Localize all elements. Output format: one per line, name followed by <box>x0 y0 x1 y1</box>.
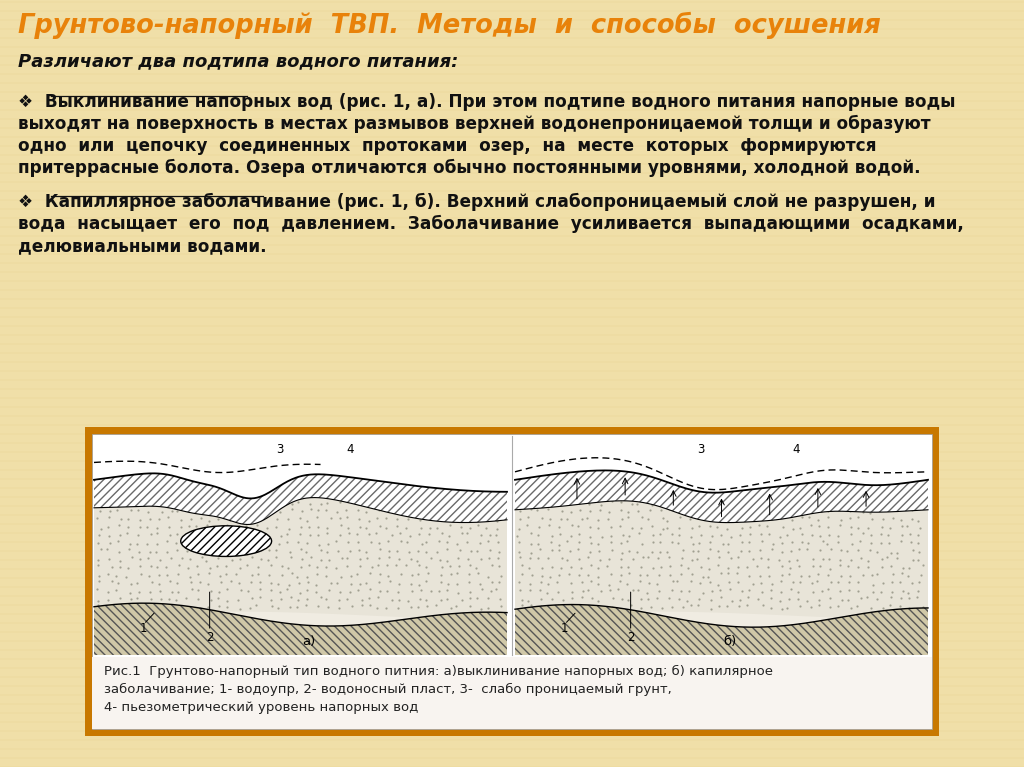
Text: 4: 4 <box>793 443 800 456</box>
Text: 4- пьезометрический уровень напорных вод: 4- пьезометрический уровень напорных вод <box>104 701 419 714</box>
Text: 2: 2 <box>206 631 213 644</box>
Bar <box>92 657 932 729</box>
Bar <box>515 436 928 655</box>
Text: Грунтово-напорный  ТВП.  Методы  и  способы  осушения: Грунтово-напорный ТВП. Методы и способы … <box>18 12 881 38</box>
Bar <box>92 434 932 729</box>
Text: вода  насыщает  его  под  давлением.  Заболачивание  усиливается  выпадающими  о: вода насыщает его под давлением. Заболач… <box>18 215 964 233</box>
Text: Различают два подтипа водного питания:: Различают два подтипа водного питания: <box>18 52 459 70</box>
Ellipse shape <box>180 526 271 556</box>
Text: б): б) <box>723 635 736 648</box>
Text: 3: 3 <box>697 443 705 456</box>
Text: ❖  Капиллярное заболачивание (рис. 1, б). Верхний слабопроницаемый слой не разру: ❖ Капиллярное заболачивание (рис. 1, б).… <box>18 193 936 211</box>
Text: 1: 1 <box>561 622 568 635</box>
Text: 2: 2 <box>627 631 635 644</box>
Text: выходят на поверхность в местах размывов верхней водонепроницаемой толщи и образ: выходят на поверхность в местах размывов… <box>18 115 931 133</box>
Text: одно  или  цепочку  соединенных  протоками  озер,  на  месте  которых  формируют: одно или цепочку соединенных протоками о… <box>18 137 877 155</box>
Text: 3: 3 <box>276 443 284 456</box>
Text: Рис.1  Грунтово-напорный тип водного питния: а)выклинивание напорных вод; б) кап: Рис.1 Грунтово-напорный тип водного питн… <box>104 665 773 678</box>
Bar <box>94 436 507 655</box>
Text: 1: 1 <box>140 622 147 635</box>
Text: делювиальными водами.: делювиальными водами. <box>18 237 266 255</box>
Text: заболачивание; 1- водоупр, 2- водоносный пласт, 3-  слабо проницаемый грунт,: заболачивание; 1- водоупр, 2- водоносный… <box>104 683 672 696</box>
Bar <box>85 427 939 736</box>
Text: 4: 4 <box>346 443 354 456</box>
Text: притеррасные болота. Озера отличаются обычно постоянными уровнями, холодной водо: притеррасные болота. Озера отличаются об… <box>18 159 921 177</box>
Text: а): а) <box>302 635 315 648</box>
Text: ❖  Выклинивание напорных вод (рис. 1, а). При этом подтипе водного питания напор: ❖ Выклинивание напорных вод (рис. 1, а).… <box>18 93 955 111</box>
